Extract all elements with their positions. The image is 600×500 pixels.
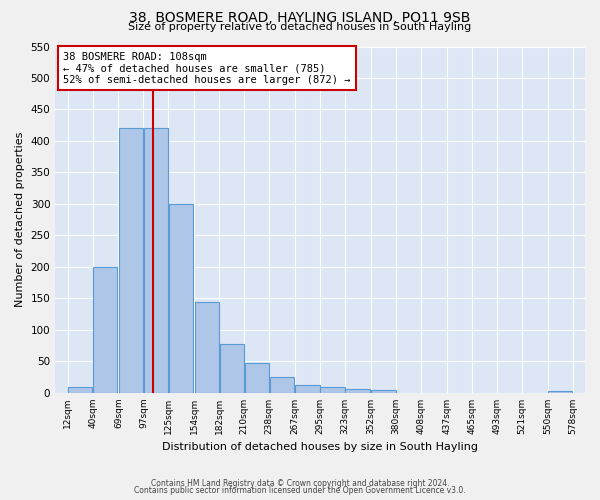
Bar (269, 377, 294, 393)
X-axis label: Distribution of detached houses by size in South Hayling: Distribution of detached houses by size … (162, 442, 478, 452)
Bar (295, 384, 320, 393)
Bar (68, 386, 92, 393)
Bar (119, 128, 143, 393)
Text: Contains public sector information licensed under the Open Government Licence v3: Contains public sector information licen… (134, 486, 466, 495)
Bar (169, 204, 193, 393)
Bar (346, 388, 370, 393)
Bar (548, 391, 572, 393)
Bar (320, 386, 345, 393)
Bar (245, 362, 269, 393)
Text: 38, BOSMERE ROAD, HAYLING ISLAND, PO11 9SB: 38, BOSMERE ROAD, HAYLING ISLAND, PO11 9… (130, 11, 470, 25)
Text: Contains HM Land Registry data © Crown copyright and database right 2024.: Contains HM Land Registry data © Crown c… (151, 478, 449, 488)
Bar (194, 302, 219, 393)
Bar (220, 344, 244, 393)
Text: 38 BOSMERE ROAD: 108sqm
← 47% of detached houses are smaller (785)
52% of semi-d: 38 BOSMERE ROAD: 108sqm ← 47% of detache… (63, 52, 350, 85)
Bar (371, 390, 395, 393)
Text: Size of property relative to detached houses in South Hayling: Size of property relative to detached ho… (128, 22, 472, 32)
Y-axis label: Number of detached properties: Number of detached properties (15, 132, 25, 308)
Bar (93, 267, 117, 393)
Bar (144, 128, 168, 393)
